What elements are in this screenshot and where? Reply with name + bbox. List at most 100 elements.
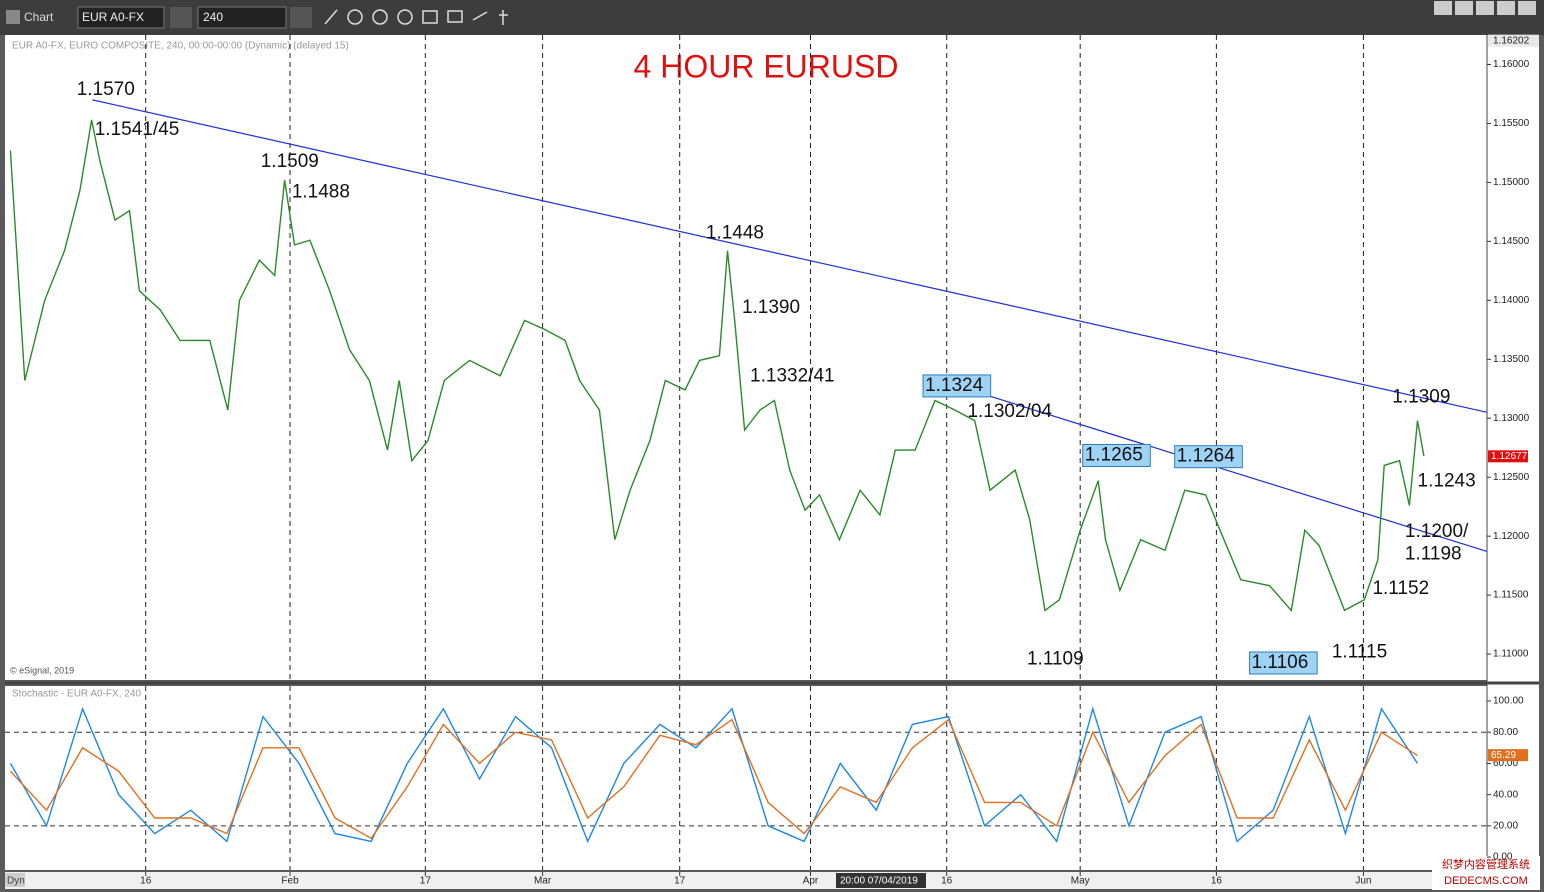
y-tick-label: 20.00 — [1493, 820, 1518, 831]
tool[interactable] — [499, 10, 508, 25]
annotation: 1.1115 — [1332, 641, 1387, 662]
y-tick-label: 1.13000 — [1493, 413, 1530, 424]
tool[interactable] — [324, 9, 338, 25]
annotation: 1.1198 — [1405, 544, 1462, 565]
settings-button[interactable] — [170, 7, 192, 28]
trendline — [92, 99, 1488, 413]
y-tick-label: 1.14500 — [1493, 236, 1530, 247]
y-tick-label: 1.12500 — [1493, 472, 1530, 483]
min-button[interactable] — [1455, 1, 1473, 15]
y-tick-label: 40.00 — [1493, 789, 1518, 800]
last-box — [1488, 749, 1528, 762]
x-tick-label: Mar — [534, 876, 552, 887]
stoch-legend: Stochastic - EUR A0-FX, 240 — [12, 689, 141, 700]
annotation: 1.1390 — [742, 297, 800, 318]
y-tick-label: 1.12000 — [1493, 531, 1530, 542]
annotation-box — [1082, 443, 1151, 467]
x-tick-label: Feb — [281, 876, 299, 887]
watermark-box — [1432, 856, 1540, 890]
series-line — [9, 718, 1418, 840]
y-tick-label: 80.00 — [1493, 727, 1518, 738]
x-tick-label: 16 — [1211, 876, 1223, 887]
mode-box[interactable] — [5, 873, 25, 887]
y-tick-label: 1.16000 — [1493, 59, 1530, 70]
annotation: 1.1309 — [1392, 387, 1450, 408]
mode: Dyn — [7, 876, 25, 887]
annotation: 1.1488 — [292, 182, 350, 203]
plot-layer: 16 Feb 17 Mar 17 Apr 16 May 16 Jun 1.11000 1.11500 1… — [5, 34, 1539, 887]
restore-button[interactable] — [1476, 1, 1494, 15]
x-tick-label: 16 — [941, 876, 953, 887]
date-axis — [5, 872, 1539, 889]
x-tick-label: 17 — [420, 876, 432, 887]
chart-title: 4 HOUR EURUSD — [634, 48, 899, 84]
interval: 240 — [203, 10, 223, 24]
annotation: 1.1448 — [706, 223, 764, 244]
tool[interactable] — [447, 10, 463, 23]
symbol-box[interactable] — [77, 6, 165, 29]
annotation: 1.1302/04 — [967, 401, 1052, 422]
annotation: 1.1200/ — [1405, 521, 1469, 542]
chart-icon[interactable] — [6, 10, 20, 24]
y-tick-label: 60.00 — [1493, 758, 1518, 769]
annotation: 1.1109 — [1027, 648, 1084, 669]
symbol: EUR A0-FX — [82, 10, 144, 24]
help-button[interactable] — [1434, 1, 1452, 15]
tool[interactable] — [372, 9, 388, 25]
annotation-box — [1174, 445, 1243, 469]
y-tick-label: 100.00 — [1493, 696, 1524, 707]
annotation-box — [922, 374, 992, 398]
annotation: 1.1265 — [1085, 445, 1143, 466]
tool[interactable] — [422, 10, 438, 24]
annotation: 1.1106 — [1252, 652, 1309, 673]
watermark: 织梦内容管理系统 — [1442, 857, 1530, 871]
annotation: 1.1152 — [1372, 578, 1429, 599]
annotation: 1.1570 — [77, 79, 135, 100]
interval-box[interactable] — [197, 6, 287, 29]
tool[interactable] — [347, 9, 363, 25]
tool[interactable] — [397, 9, 413, 25]
y-tick-label: 0.00 — [1493, 852, 1513, 863]
x-tick-label: 16 — [140, 876, 152, 887]
y-tick-label: 1.15000 — [1493, 177, 1530, 188]
annotation: 1.1509 — [261, 151, 319, 172]
x-tick-label: May — [1071, 876, 1090, 887]
crosshair-time: 20:00 07/04/2019 — [840, 876, 918, 887]
last-value: 65.29 — [1491, 750, 1516, 761]
window-title: Chart — [24, 10, 54, 24]
x-tick-label: 17 — [674, 876, 686, 887]
max-button[interactable] — [1497, 1, 1515, 15]
price-panel — [5, 35, 1487, 680]
copyright: © eSignal, 2019 — [10, 665, 74, 675]
annotation: 1.1243 — [1418, 470, 1476, 491]
annotation-box — [1249, 651, 1318, 675]
clock-button[interactable] — [290, 7, 312, 28]
y-tick-label: 1.15500 — [1493, 118, 1530, 129]
trendline — [954, 384, 1488, 553]
y-tick-label: 1.14000 — [1493, 295, 1530, 306]
y-tick-label: 1.13500 — [1493, 354, 1530, 365]
last-value: 1.12677 — [1491, 451, 1528, 462]
crosshair-box — [836, 873, 926, 888]
top-price: 1.16202 — [1493, 35, 1530, 46]
series-line — [9, 706, 1419, 844]
x-tick-label: Apr — [803, 876, 819, 887]
annotation: 1.1541/45 — [95, 119, 180, 140]
top-price-box — [1488, 34, 1539, 47]
window-controls — [1434, 1, 1536, 15]
tool[interactable] — [472, 11, 488, 21]
last-box — [1488, 450, 1528, 463]
legend-line: EUR A0-FX, EURO COMPOSITE, 240, 00:00-00… — [12, 41, 349, 52]
annotation: 1.1324 — [925, 375, 984, 396]
y-tick-label: 1.11500 — [1493, 590, 1529, 601]
x-tick-label: Jun — [1355, 876, 1371, 887]
series-line — [9, 119, 1425, 612]
tool-icons — [324, 9, 508, 25]
annotation: 1.1332/41 — [750, 366, 835, 387]
annotation: 1.1264 — [1177, 446, 1236, 467]
y-tick-label: 1.11000 — [1493, 649, 1529, 660]
watermark: DEDECMS.COM — [1444, 875, 1528, 887]
close-button[interactable] — [1518, 1, 1536, 15]
